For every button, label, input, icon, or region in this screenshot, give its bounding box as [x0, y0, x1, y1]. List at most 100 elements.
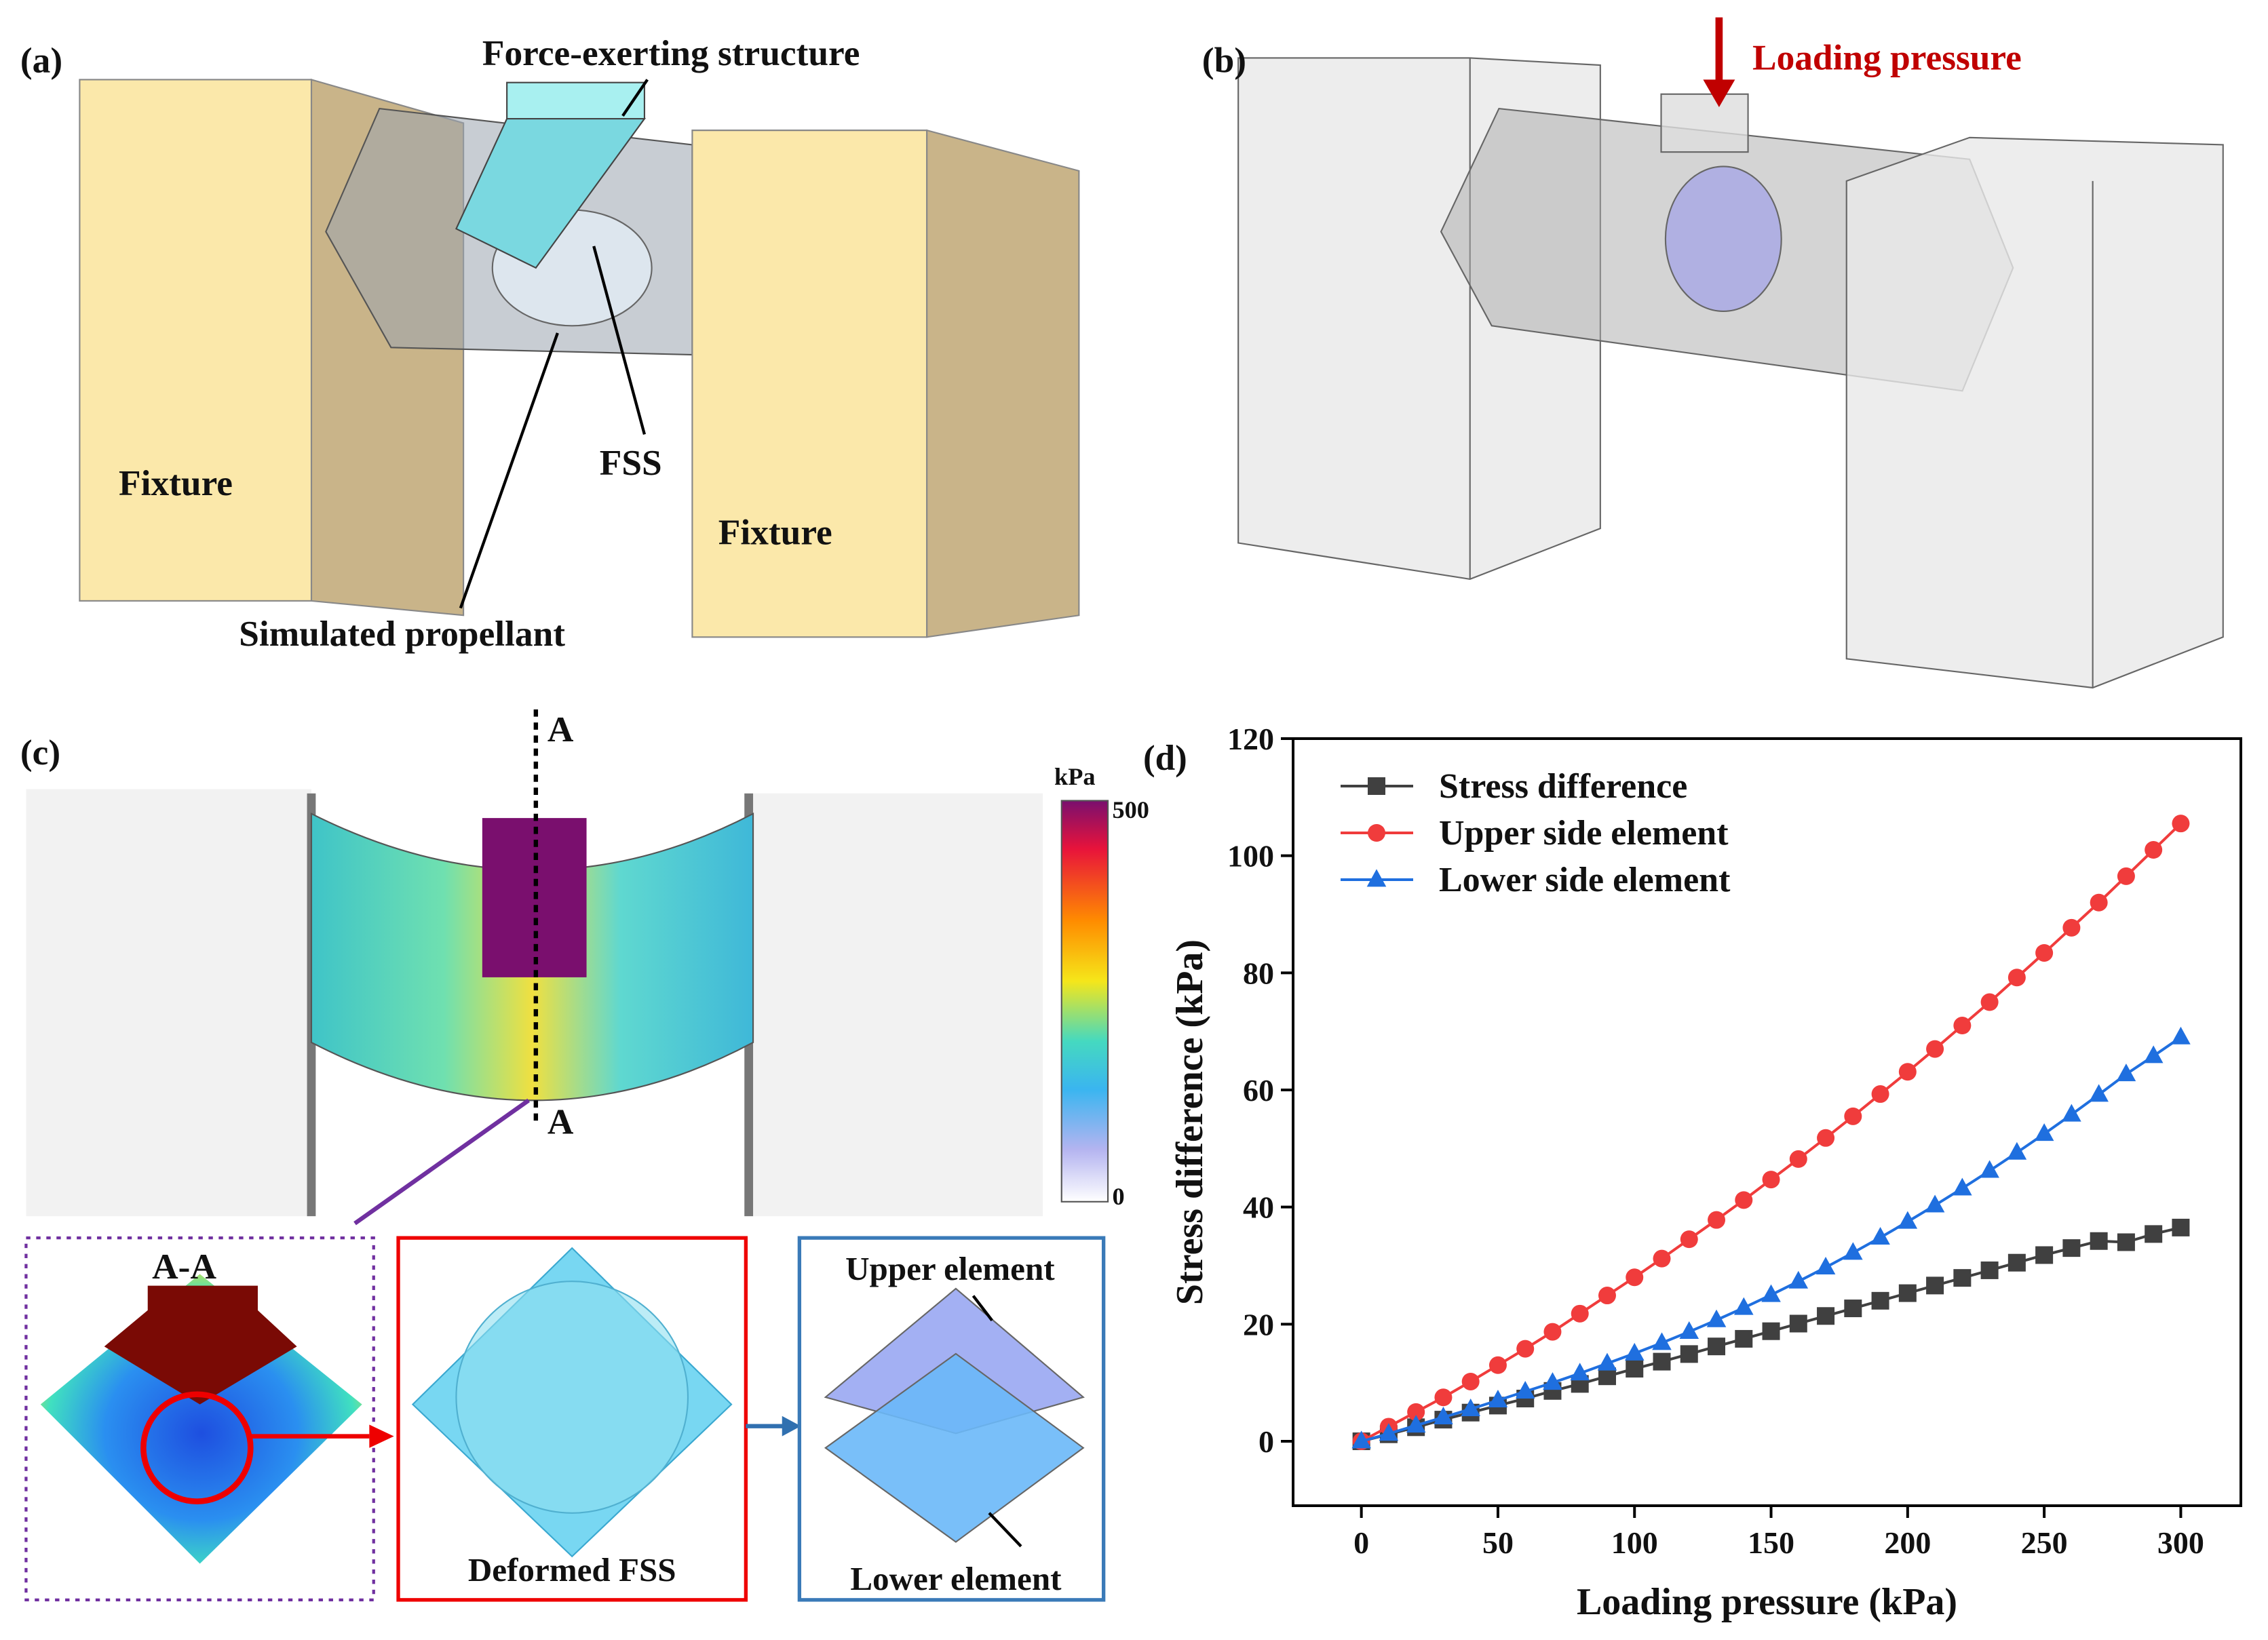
marker	[2171, 1026, 2191, 1044]
legend-marker	[1366, 869, 1387, 887]
inset-box	[396, 1236, 748, 1602]
marker	[1953, 1269, 1972, 1287]
marker	[2089, 1084, 2109, 1102]
series-line	[1361, 1036, 2182, 1443]
marker	[1515, 1381, 1535, 1399]
marker	[1980, 1160, 1999, 1178]
marker	[1817, 1129, 1835, 1147]
marker	[1379, 1423, 1399, 1441]
marker	[1762, 1322, 1780, 1340]
marker	[1652, 1332, 1672, 1350]
panel-c: (c) A A kPa 500 0 A-A Deformed FSS Upper…	[20, 709, 1149, 1602]
y-tick-label: 40	[1243, 1190, 1274, 1225]
box	[1845, 136, 2224, 689]
marker	[1735, 1191, 1753, 1209]
marker	[1926, 1276, 1944, 1295]
marker	[1434, 1388, 1453, 1407]
legend-label: Lower side element	[1439, 861, 1731, 899]
marker	[1761, 1284, 1781, 1302]
leader	[988, 1512, 1022, 1548]
legend-label: Stress difference	[1439, 767, 1687, 806]
fixture-front	[79, 79, 313, 602]
panel-label: (c)	[20, 732, 60, 773]
marker	[2172, 1218, 2190, 1236]
illustrations: (a) Force-exerting structure Fixture FSS…	[20, 17, 2224, 1602]
marker	[2034, 1123, 2054, 1141]
leader	[459, 332, 559, 609]
marker	[1789, 1150, 1807, 1168]
colorbar	[1060, 800, 1109, 1203]
marker	[1926, 1040, 1944, 1058]
marker	[2062, 1239, 2081, 1257]
inset-box	[797, 1236, 1106, 1602]
y-tick-label: 100	[1227, 839, 1274, 874]
marker	[1953, 1017, 1972, 1035]
y-axis-title: Stress difference (kPa)	[1169, 939, 1211, 1305]
y-tick-label: 120	[1227, 722, 1274, 756]
marker	[1543, 1372, 1562, 1390]
marker	[1708, 1211, 1726, 1229]
fixture-front	[691, 130, 928, 638]
marker	[1762, 1171, 1780, 1189]
marker	[1598, 1287, 1616, 1305]
leader	[621, 79, 649, 117]
marker	[1844, 1300, 1862, 1318]
marker	[1597, 1352, 1617, 1371]
fixture	[753, 793, 1043, 1217]
marker	[1351, 1430, 1371, 1449]
marker	[2035, 1246, 2054, 1264]
annotation: A	[547, 1101, 574, 1141]
annotation: Force-exerting structure	[482, 33, 860, 73]
legend-marker	[1368, 777, 1385, 795]
marker	[2035, 943, 2054, 962]
marker	[2007, 1141, 2027, 1160]
annotation: Lower element	[850, 1560, 1062, 1597]
marker	[1679, 1321, 1699, 1339]
arrow-head	[1703, 79, 1735, 107]
marker	[1406, 1415, 1426, 1433]
y-tick-label: 80	[1243, 956, 1274, 990]
series-line	[1360, 822, 2182, 1443]
marker	[1843, 1242, 1863, 1260]
marker	[1871, 1085, 1889, 1104]
marker	[2145, 1225, 2163, 1243]
marker	[1817, 1307, 1835, 1325]
leader	[592, 246, 647, 435]
marker	[1898, 1284, 1917, 1302]
lower-element	[824, 1352, 1085, 1543]
marker	[1735, 1329, 1753, 1348]
panel-label: (a)	[20, 40, 62, 81]
marker	[2116, 1063, 2136, 1082]
propellant	[455, 1281, 689, 1514]
annotation: Loading pressure	[1752, 37, 2022, 77]
marker	[2090, 893, 2108, 912]
marker	[2007, 1253, 2026, 1272]
arrow	[353, 1098, 531, 1226]
marker	[1898, 1211, 1918, 1229]
marker	[1925, 1194, 1945, 1213]
y-tick-label: 60	[1243, 1073, 1274, 1108]
y-tick-label: 20	[1243, 1307, 1274, 1342]
marker	[2117, 867, 2135, 885]
inset-box	[24, 1236, 375, 1601]
marker	[1788, 1270, 1809, 1289]
marker	[2145, 841, 2163, 859]
leader	[972, 1295, 993, 1322]
arrow-head	[782, 1416, 801, 1437]
force-block	[104, 1285, 297, 1405]
fss	[1664, 165, 1782, 313]
marker	[2062, 918, 2081, 937]
marker	[1653, 1352, 1671, 1371]
panel-label: (d)	[1143, 739, 1187, 778]
marker	[2143, 1045, 2164, 1063]
marker	[1626, 1268, 1644, 1287]
annotation: Fixture	[718, 512, 832, 553]
marker	[1626, 1359, 1644, 1378]
marker	[1815, 1257, 1836, 1275]
panel-a: (a) Force-exerting structure Fixture FSS…	[20, 33, 1080, 654]
marker	[1488, 1356, 1507, 1374]
marker	[1871, 1291, 1889, 1310]
x-tick-label: 150	[1748, 1525, 1794, 1560]
marker	[1980, 1261, 1999, 1279]
